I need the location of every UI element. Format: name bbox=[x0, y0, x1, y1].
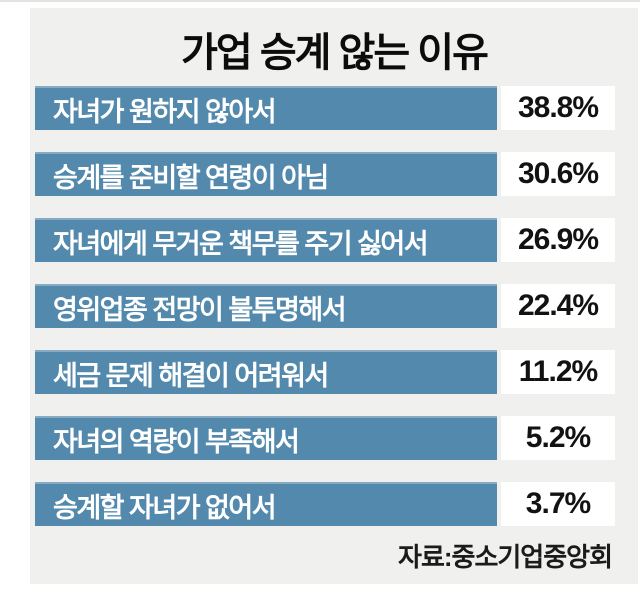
value-label: 38.8% bbox=[517, 91, 599, 124]
bar-row: 자녀가 원하지 않아서 38.8% bbox=[35, 86, 615, 130]
category-label: 영위업종 전망이 불투명해서 bbox=[53, 294, 347, 325]
bar-row: 자녀의 역량이 부족해서 5.2% bbox=[35, 416, 615, 460]
category-bar: 승계를 준비할 연령이 아님 bbox=[35, 152, 497, 196]
value-box: 5.2% bbox=[501, 416, 615, 460]
category-label: 자녀가 원하지 않아서 bbox=[53, 96, 277, 127]
value-label: 11.2% bbox=[518, 355, 598, 388]
value-box: 3.7% bbox=[501, 482, 615, 526]
category-bar: 자녀의 역량이 부족해서 bbox=[35, 416, 497, 460]
value-box: 22.4% bbox=[501, 284, 615, 328]
category-bar: 자녀에게 무거운 책무를 주기 싫어서 bbox=[35, 218, 497, 262]
category-bar: 자녀가 원하지 않아서 bbox=[35, 86, 497, 130]
value-label: 22.4% bbox=[517, 289, 599, 322]
category-label: 자녀의 역량이 부족해서 bbox=[53, 426, 300, 457]
value-label: 26.9% bbox=[517, 223, 599, 256]
bar-rows: 자녀가 원하지 않아서 38.8% 승계를 준비할 연령이 아님 30.6% 자… bbox=[35, 86, 615, 526]
value-label: 5.2% bbox=[525, 421, 591, 454]
category-bar: 영위업종 전망이 불투명해서 bbox=[35, 284, 497, 328]
value-box: 11.2% bbox=[501, 350, 615, 394]
category-bar: 세금 문제 해결이 어려워서 bbox=[35, 350, 497, 394]
category-label: 승계할 자녀가 없어서 bbox=[53, 492, 277, 523]
top-divider-line bbox=[0, 0, 640, 2]
category-bar: 승계할 자녀가 없어서 bbox=[35, 482, 497, 526]
source-credit: 자료:중소기업중앙회 bbox=[398, 542, 613, 572]
category-label: 세금 문제 해결이 어려워서 bbox=[53, 360, 329, 391]
bar-row: 자녀에게 무거운 책무를 주기 싫어서 26.9% bbox=[35, 218, 615, 262]
category-label: 승계를 준비할 연령이 아님 bbox=[53, 162, 329, 193]
value-box: 38.8% bbox=[501, 86, 615, 130]
chart-panel: 가업 승계 않는 이유 자녀가 원하지 않아서 38.8% 승계를 준비할 연령… bbox=[30, 8, 638, 584]
bar-row: 승계를 준비할 연령이 아님 30.6% bbox=[35, 152, 615, 196]
bar-row: 영위업종 전망이 불투명해서 22.4% bbox=[35, 284, 615, 328]
value-box: 26.9% bbox=[501, 218, 615, 262]
value-label: 30.6% bbox=[517, 157, 599, 190]
chart-title: 가업 승계 않는 이유 bbox=[181, 31, 489, 75]
value-label: 3.7% bbox=[525, 487, 591, 520]
category-label: 자녀에게 무거운 책무를 주기 싫어서 bbox=[53, 228, 429, 259]
bar-row: 세금 문제 해결이 어려워서 11.2% bbox=[35, 350, 615, 394]
bar-row: 승계할 자녀가 없어서 3.7% bbox=[35, 482, 615, 526]
value-box: 30.6% bbox=[501, 152, 615, 196]
